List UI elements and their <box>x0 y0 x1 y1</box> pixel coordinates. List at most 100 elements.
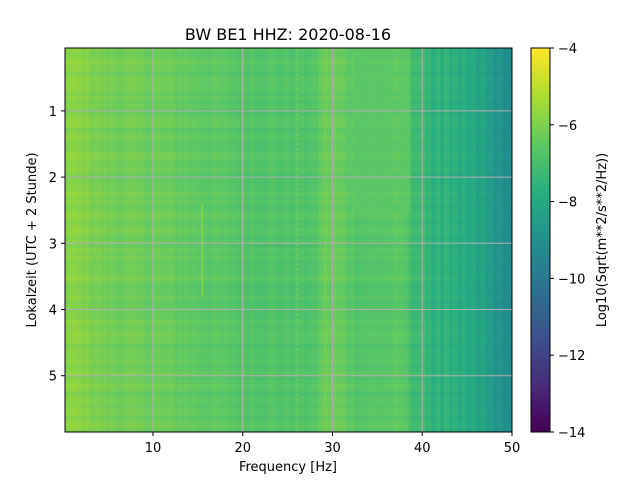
heatmap-cell <box>91 104 96 109</box>
heatmap-cell <box>70 136 75 141</box>
heatmap-cell <box>97 224 102 229</box>
heatmap-cell <box>216 380 221 385</box>
heatmap-cell <box>106 220 111 225</box>
heatmap-cell <box>70 252 75 257</box>
heatmap-cell <box>145 216 150 221</box>
heatmap-cell <box>172 272 176 277</box>
heatmap-cell <box>106 104 111 109</box>
heatmap-cell <box>82 296 87 301</box>
heatmap-cell <box>136 84 141 89</box>
heatmap-cell <box>85 188 90 193</box>
heatmap-cell <box>76 60 81 65</box>
heatmap-cell <box>85 340 90 345</box>
heatmap-cell <box>175 288 179 293</box>
heatmap-cell <box>166 404 170 409</box>
heatmap-cell <box>97 328 102 333</box>
heatmap-cell <box>67 368 72 373</box>
heatmap-cell <box>65 132 69 137</box>
heatmap-cell <box>169 352 173 357</box>
heatmap-cell <box>187 188 191 193</box>
heatmap-cell <box>112 348 117 353</box>
heatmap-cell <box>157 416 161 421</box>
heatmap-cell <box>67 124 72 129</box>
heatmap-cell <box>169 364 173 369</box>
heatmap-cell <box>70 360 75 365</box>
heatmap-cell <box>127 80 132 85</box>
heatmap-cell <box>130 140 135 145</box>
heatmap-cell <box>154 204 158 209</box>
heatmap-cell <box>85 388 90 393</box>
heatmap-cell <box>97 276 102 281</box>
heatmap-cell <box>178 192 182 197</box>
heatmap-cell <box>175 228 179 233</box>
heatmap-cell <box>169 120 173 125</box>
heatmap-cell <box>85 96 90 101</box>
heatmap-cell <box>169 280 173 285</box>
heatmap-cell <box>166 188 170 193</box>
heatmap-cell <box>76 376 81 381</box>
heatmap-cell <box>100 160 105 165</box>
heatmap-cell <box>181 264 185 269</box>
heatmap-cell <box>142 408 147 413</box>
heatmap-cell <box>214 92 218 97</box>
heatmap-cell <box>139 68 144 73</box>
heatmap-cell <box>82 196 87 201</box>
heatmap-cell <box>166 140 170 145</box>
heatmap-cell <box>130 340 135 345</box>
heatmap-cell <box>172 268 176 273</box>
heatmap-cell <box>193 368 197 373</box>
heatmap-cell <box>196 144 200 149</box>
heatmap-cell <box>79 284 84 289</box>
heatmap-cell <box>127 360 132 365</box>
heatmap-cell <box>79 224 84 229</box>
heatmap-cell <box>136 112 141 117</box>
heatmap-cell <box>67 424 72 429</box>
heatmap-cell <box>163 260 167 265</box>
heatmap-cell <box>133 244 138 249</box>
heatmap-cell <box>100 60 105 65</box>
heatmap-cell <box>169 388 173 393</box>
heatmap-cell <box>106 160 111 165</box>
heatmap-cell <box>118 80 123 85</box>
heatmap-cell <box>106 144 111 149</box>
heatmap-cell <box>65 268 69 273</box>
heatmap-cell <box>199 384 203 389</box>
heatmap-cell <box>142 52 147 57</box>
heatmap-cell <box>109 356 114 361</box>
heatmap-cell <box>127 96 132 101</box>
heatmap-cell <box>127 308 132 313</box>
heatmap-cell <box>103 104 108 109</box>
heatmap-cell <box>157 276 161 281</box>
heatmap-cell <box>187 412 191 417</box>
heatmap-cell <box>196 120 200 125</box>
heatmap-cell <box>73 396 78 401</box>
heatmap-cell <box>91 368 96 373</box>
heatmap-cell <box>136 148 141 153</box>
heatmap-cell <box>166 196 170 201</box>
heatmap-cell <box>216 304 221 309</box>
heatmap-cell <box>124 208 129 213</box>
heatmap-cell <box>67 428 72 432</box>
heatmap-cell <box>85 428 90 432</box>
heatmap-cell <box>124 148 129 153</box>
heatmap-cell <box>154 320 158 325</box>
heatmap-cell <box>76 368 81 373</box>
heatmap-cell <box>205 124 209 129</box>
heatmap-cell <box>91 96 96 101</box>
heatmap-cell <box>148 372 153 377</box>
heatmap-cell <box>160 100 164 105</box>
heatmap-cell <box>130 204 135 209</box>
heatmap-cell <box>205 420 209 425</box>
heatmap-cell <box>127 72 132 77</box>
heatmap-cell <box>139 128 144 133</box>
heatmap-cell <box>172 88 176 93</box>
heatmap-cell <box>103 268 108 273</box>
heatmap-cell <box>211 284 215 289</box>
heatmap-cell <box>94 72 99 77</box>
heatmap-cell <box>67 420 72 425</box>
heatmap-cell <box>70 228 75 233</box>
heatmap-cell <box>94 420 99 425</box>
heatmap-cell <box>82 108 87 113</box>
heatmap-cell <box>163 156 167 161</box>
heatmap-cell <box>121 224 126 229</box>
